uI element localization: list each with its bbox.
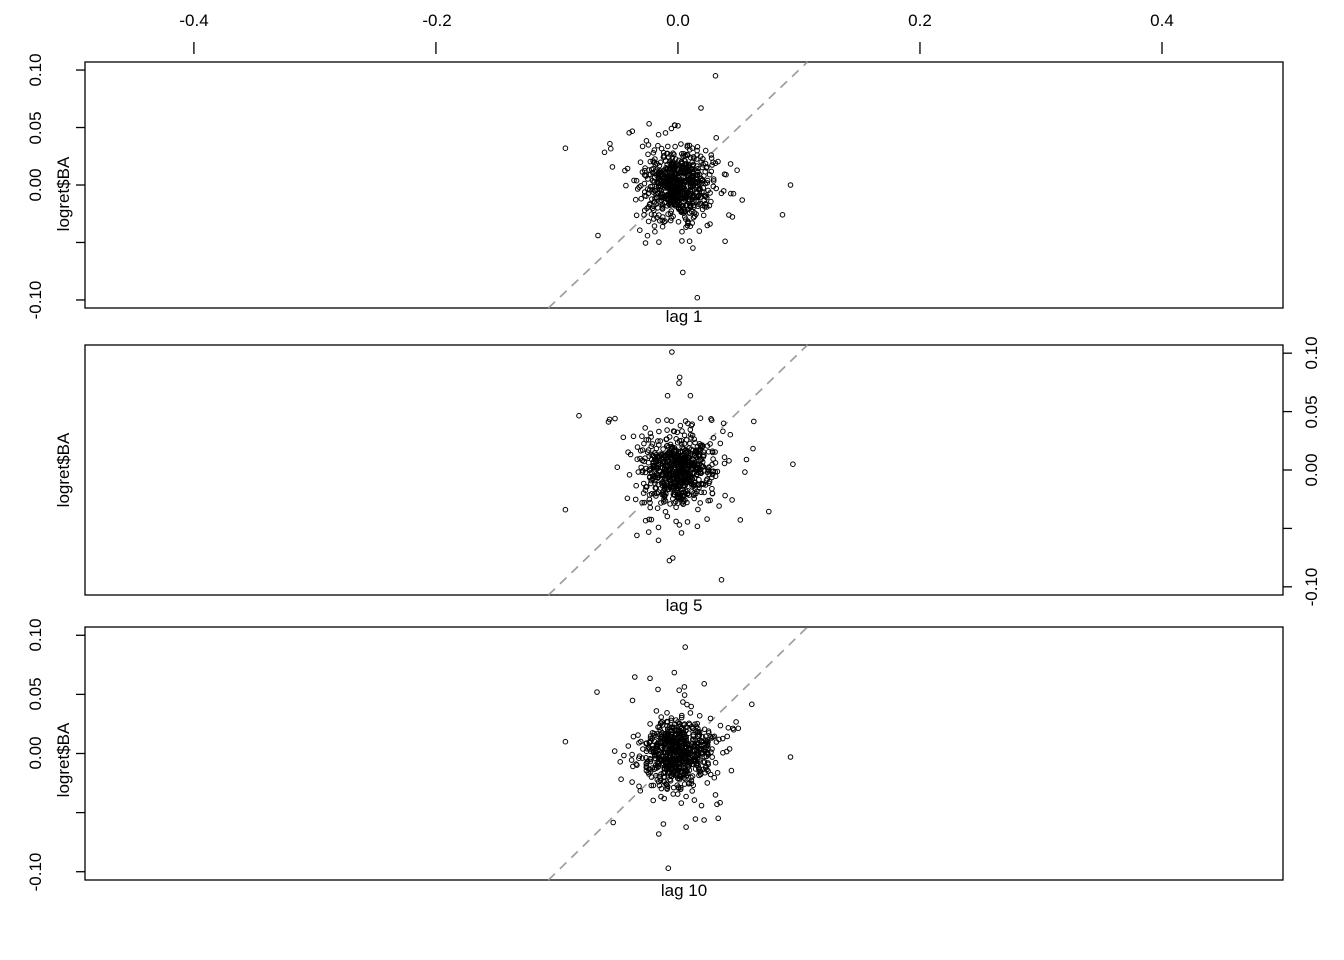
- panel-caption: lag 5: [665, 596, 703, 615]
- y-tick-label: -0.10: [1302, 567, 1321, 607]
- y-tick-label: 0.10: [26, 53, 45, 87]
- scatter-points: [562, 349, 796, 583]
- y-tick-label: 0.00: [26, 736, 45, 770]
- y-axis-ticks: [76, 634, 85, 873]
- x-tick-label: -0.2: [422, 11, 452, 30]
- y-tick-label: 0.05: [26, 677, 45, 711]
- y-axis-ticks: [76, 69, 85, 301]
- y-tick-label: 0.00: [1302, 453, 1321, 487]
- y-tick-label: 0.10: [1302, 336, 1321, 370]
- y-axis-ticks: [1283, 352, 1292, 588]
- x-tick-label: 0.2: [908, 11, 932, 30]
- panel-caption: lag 10: [660, 881, 708, 900]
- y-tick-label: 0.10: [26, 618, 45, 652]
- y-tick-label: -0.10: [26, 280, 45, 320]
- scatter-points: [562, 73, 794, 301]
- x-tick-label: 0.0: [666, 11, 690, 30]
- y-tick-label: -0.10: [26, 852, 45, 892]
- y-axis-title: logret$BA: [54, 156, 73, 232]
- y-tick-label: 0.05: [26, 111, 45, 145]
- y-tick-label: 0.05: [1302, 395, 1321, 429]
- scatter-points: [562, 644, 794, 872]
- x-axis-ticks: [193, 42, 1163, 54]
- y-axis-title: logret$BA: [54, 722, 73, 798]
- x-tick-label: -0.4: [179, 11, 209, 30]
- x-tick-label: 0.4: [1150, 11, 1174, 30]
- panel-caption: lag 1: [665, 307, 703, 326]
- y-tick-label: 0.00: [26, 168, 45, 202]
- y-axis-title: logret$BA: [54, 432, 73, 508]
